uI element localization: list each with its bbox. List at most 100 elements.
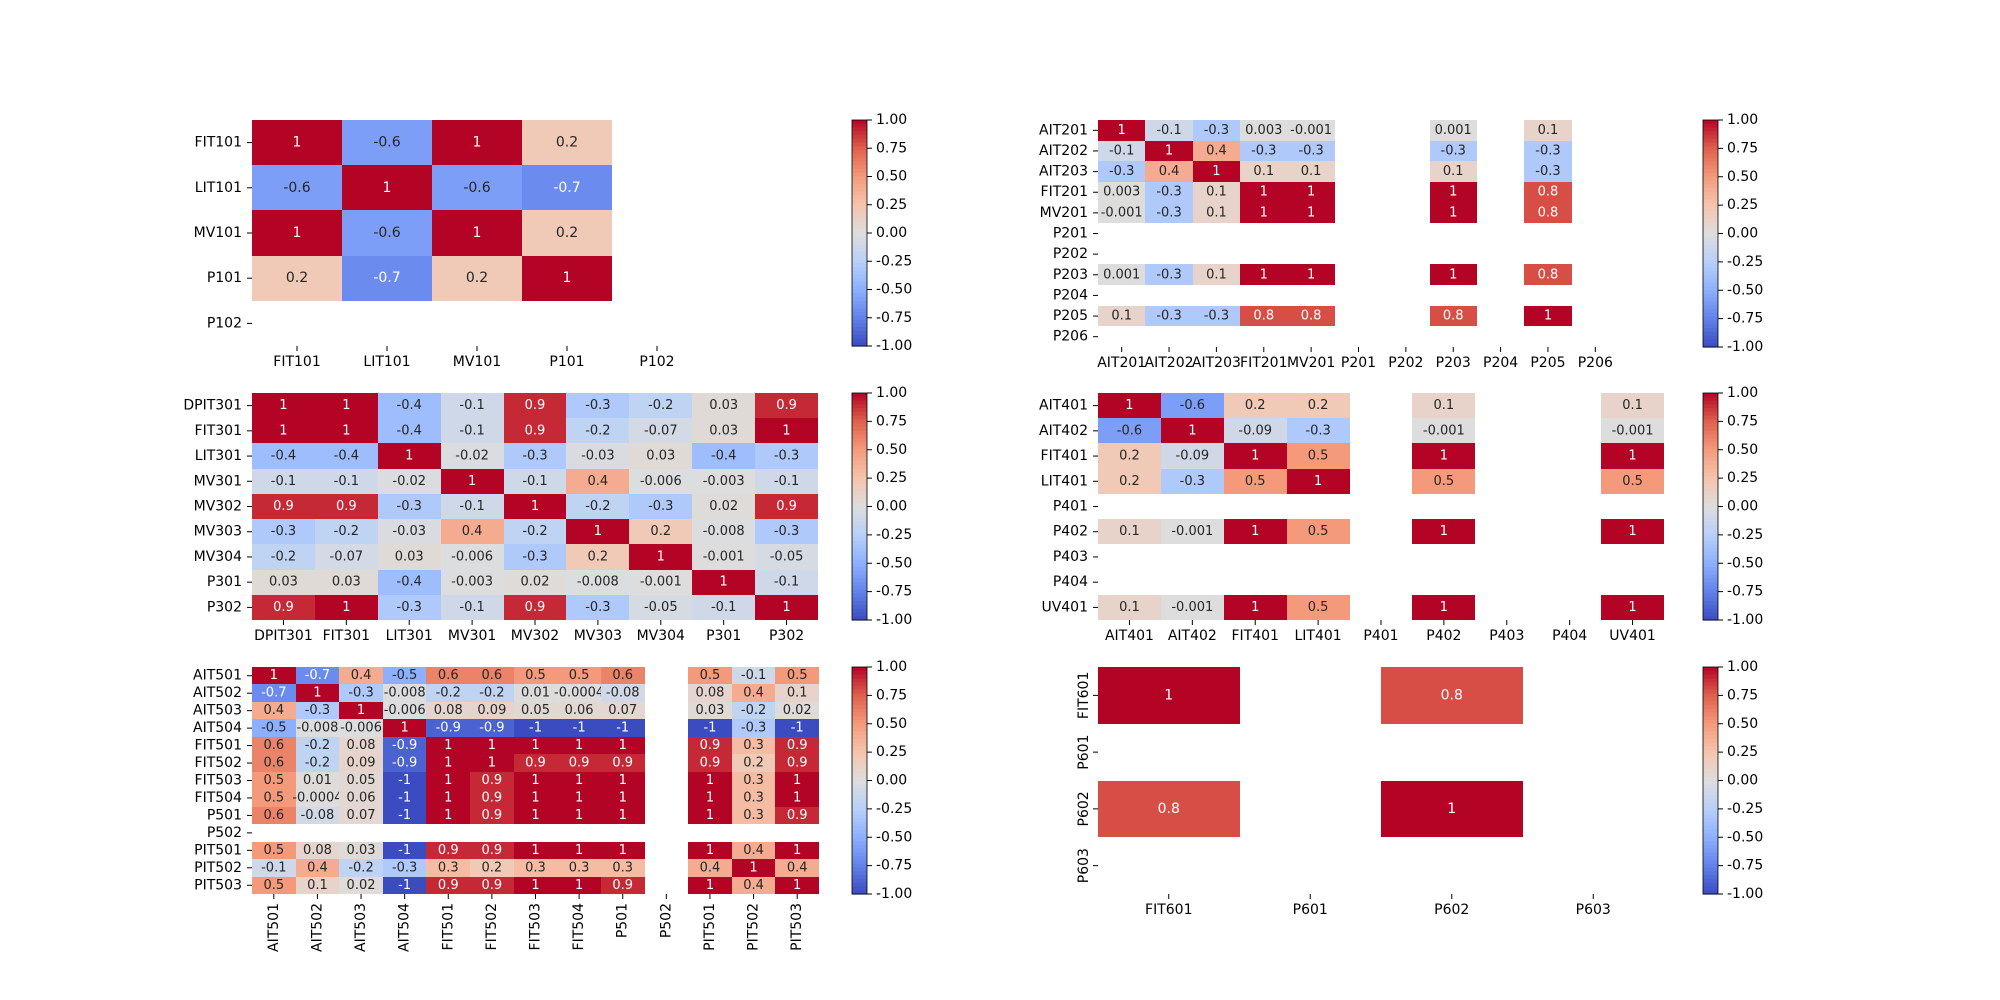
x-tick-label: AIT502 [309, 903, 325, 952]
cell-value-label: -0.3 [741, 721, 766, 736]
colorbar-segment [852, 765, 867, 770]
cell-value-label: -0.7 [373, 270, 400, 286]
colorbar-tick-label: 0.50 [1727, 442, 1758, 458]
cell-fit501-ait502 [296, 737, 339, 754]
cell-ait503-fit502 [470, 702, 514, 719]
colorbar-segment [1703, 890, 1718, 895]
colorbar-segment [1703, 701, 1718, 706]
colorbar-segment [1703, 396, 1718, 402]
cell-ait503-ait501 [252, 702, 296, 719]
colorbar-segment [852, 233, 867, 238]
cell-p302-mv303 [566, 595, 629, 620]
colorbar-segment [1703, 218, 1718, 223]
colorbar-segment [1703, 731, 1718, 736]
cell-p501-fit501 [426, 807, 470, 824]
cell-fit501-fit504 [557, 737, 601, 754]
cell-fit502-pit502 [732, 754, 775, 772]
y-tick-label: P101 [207, 270, 242, 286]
colorbar-segment [1703, 761, 1718, 766]
colorbar-segment [1703, 757, 1718, 763]
colorbar-segment [1703, 172, 1718, 178]
colorbar-segment [1703, 784, 1718, 789]
colorbar-segment [852, 544, 867, 549]
cell-value-label: 0.8 [1443, 309, 1464, 324]
colorbar-segment [852, 735, 867, 740]
cell-value-label: 1 [575, 843, 583, 858]
cell-fit504-fit503 [514, 789, 557, 807]
colorbar-segment [852, 304, 867, 309]
colorbar-segment [1703, 886, 1718, 891]
cell-p205-mv201 [1287, 306, 1335, 326]
colorbar-segment [852, 191, 867, 196]
cell-p301-mv301 [441, 570, 504, 595]
cell-value-label: -0.08 [301, 808, 335, 823]
cell-value-label: 0.5 [1245, 474, 1266, 489]
colorbar-tick-label: -1.00 [1727, 886, 1763, 902]
cell-value-label: -0.1 [1109, 143, 1134, 158]
cell-fit502-fit503 [514, 754, 557, 772]
colorbar-segment [1703, 510, 1718, 515]
cell-value-label: -0.9 [479, 721, 504, 736]
colorbar-segment [1703, 343, 1718, 348]
cell-ait501-pit502 [732, 667, 775, 684]
colorbar-segment [1703, 404, 1718, 409]
colorbar-segment [1703, 320, 1718, 325]
cell-mv302-mv301 [441, 494, 504, 519]
colorbar-segment [852, 180, 867, 185]
colorbar-segment [1703, 608, 1718, 614]
colorbar-segment [852, 123, 867, 129]
cell-ait504-ait501 [252, 719, 296, 737]
colorbar-segment [852, 784, 867, 789]
colorbar-segment [852, 540, 867, 545]
cell-fit502-pit501 [688, 754, 732, 772]
y-tick-label: AIT202 [1039, 143, 1088, 159]
cell-mv301-mv304 [629, 469, 692, 494]
colorbar-segment [1703, 135, 1718, 140]
cell-value-label: -0.3 [1156, 309, 1181, 324]
cell-fit502-fit502 [470, 754, 514, 772]
colorbar-segment [1703, 593, 1718, 598]
cell-value-label: 1 [1251, 600, 1259, 615]
cell-lit101-fit101 [252, 165, 342, 210]
colorbar-tick-label: 0.25 [876, 470, 907, 486]
cell-value-label: 0.4 [743, 878, 764, 893]
colorbar-segment [852, 430, 867, 436]
colorbar-segment [1703, 191, 1718, 197]
cell-uv401-p402 [1412, 595, 1475, 620]
cell-value-label: 1 [1628, 449, 1636, 464]
cell-value-label: -0.1 [774, 575, 799, 590]
cell-pit503-pit501 [688, 877, 732, 894]
colorbar-segment [1703, 461, 1718, 466]
y-tick-label: MV304 [194, 549, 242, 565]
cell-pit502-ait502 [296, 859, 339, 877]
cell-value-label: 0.1 [1206, 185, 1227, 200]
cell-value-label: 0.4 [351, 668, 372, 683]
colorbar-segment [852, 240, 867, 245]
heatmap-stage5: 1 -0.7 0.4 -0.5 0.6 0.6 0.5 0.5 0.6 0.5 -0.1 0.5 -0.… [193, 659, 912, 952]
colorbar-segment [852, 289, 867, 294]
colorbar-tick-label: 0.00 [1727, 773, 1758, 789]
colorbar-segment [1703, 301, 1718, 306]
cell-value-label: 0.5 [263, 773, 284, 788]
cell-mv201-ait201 [1098, 203, 1145, 223]
cell-ait402-uv401 [1601, 418, 1664, 443]
colorbar-segment [1703, 532, 1718, 538]
cell-value-label: 1 [793, 773, 801, 788]
cell-pit503-fit503 [514, 877, 557, 894]
cell-value-label: 1 [1260, 267, 1268, 282]
colorbar-segment [852, 153, 867, 159]
colorbar-segment [1703, 670, 1718, 676]
cell-p203-fit201 [1240, 264, 1287, 285]
cell-mv301-mv302 [504, 469, 566, 494]
cell-lit101-mv101 [432, 165, 522, 210]
cell-value-label: 0.01 [303, 773, 332, 788]
x-tick-label: DPIT301 [254, 628, 313, 644]
colorbar-tick-label: -0.50 [876, 829, 912, 845]
cell-mv302-mv304 [629, 494, 692, 519]
cell-value-label: 0.5 [1434, 474, 1455, 489]
cell-dpit301-mv304 [629, 393, 692, 418]
colorbar-segment [1703, 814, 1718, 819]
cell-fit504-fit504 [557, 789, 601, 807]
cell-value-label: -0.008 [384, 686, 426, 701]
cell-fit503-fit503 [514, 772, 557, 789]
